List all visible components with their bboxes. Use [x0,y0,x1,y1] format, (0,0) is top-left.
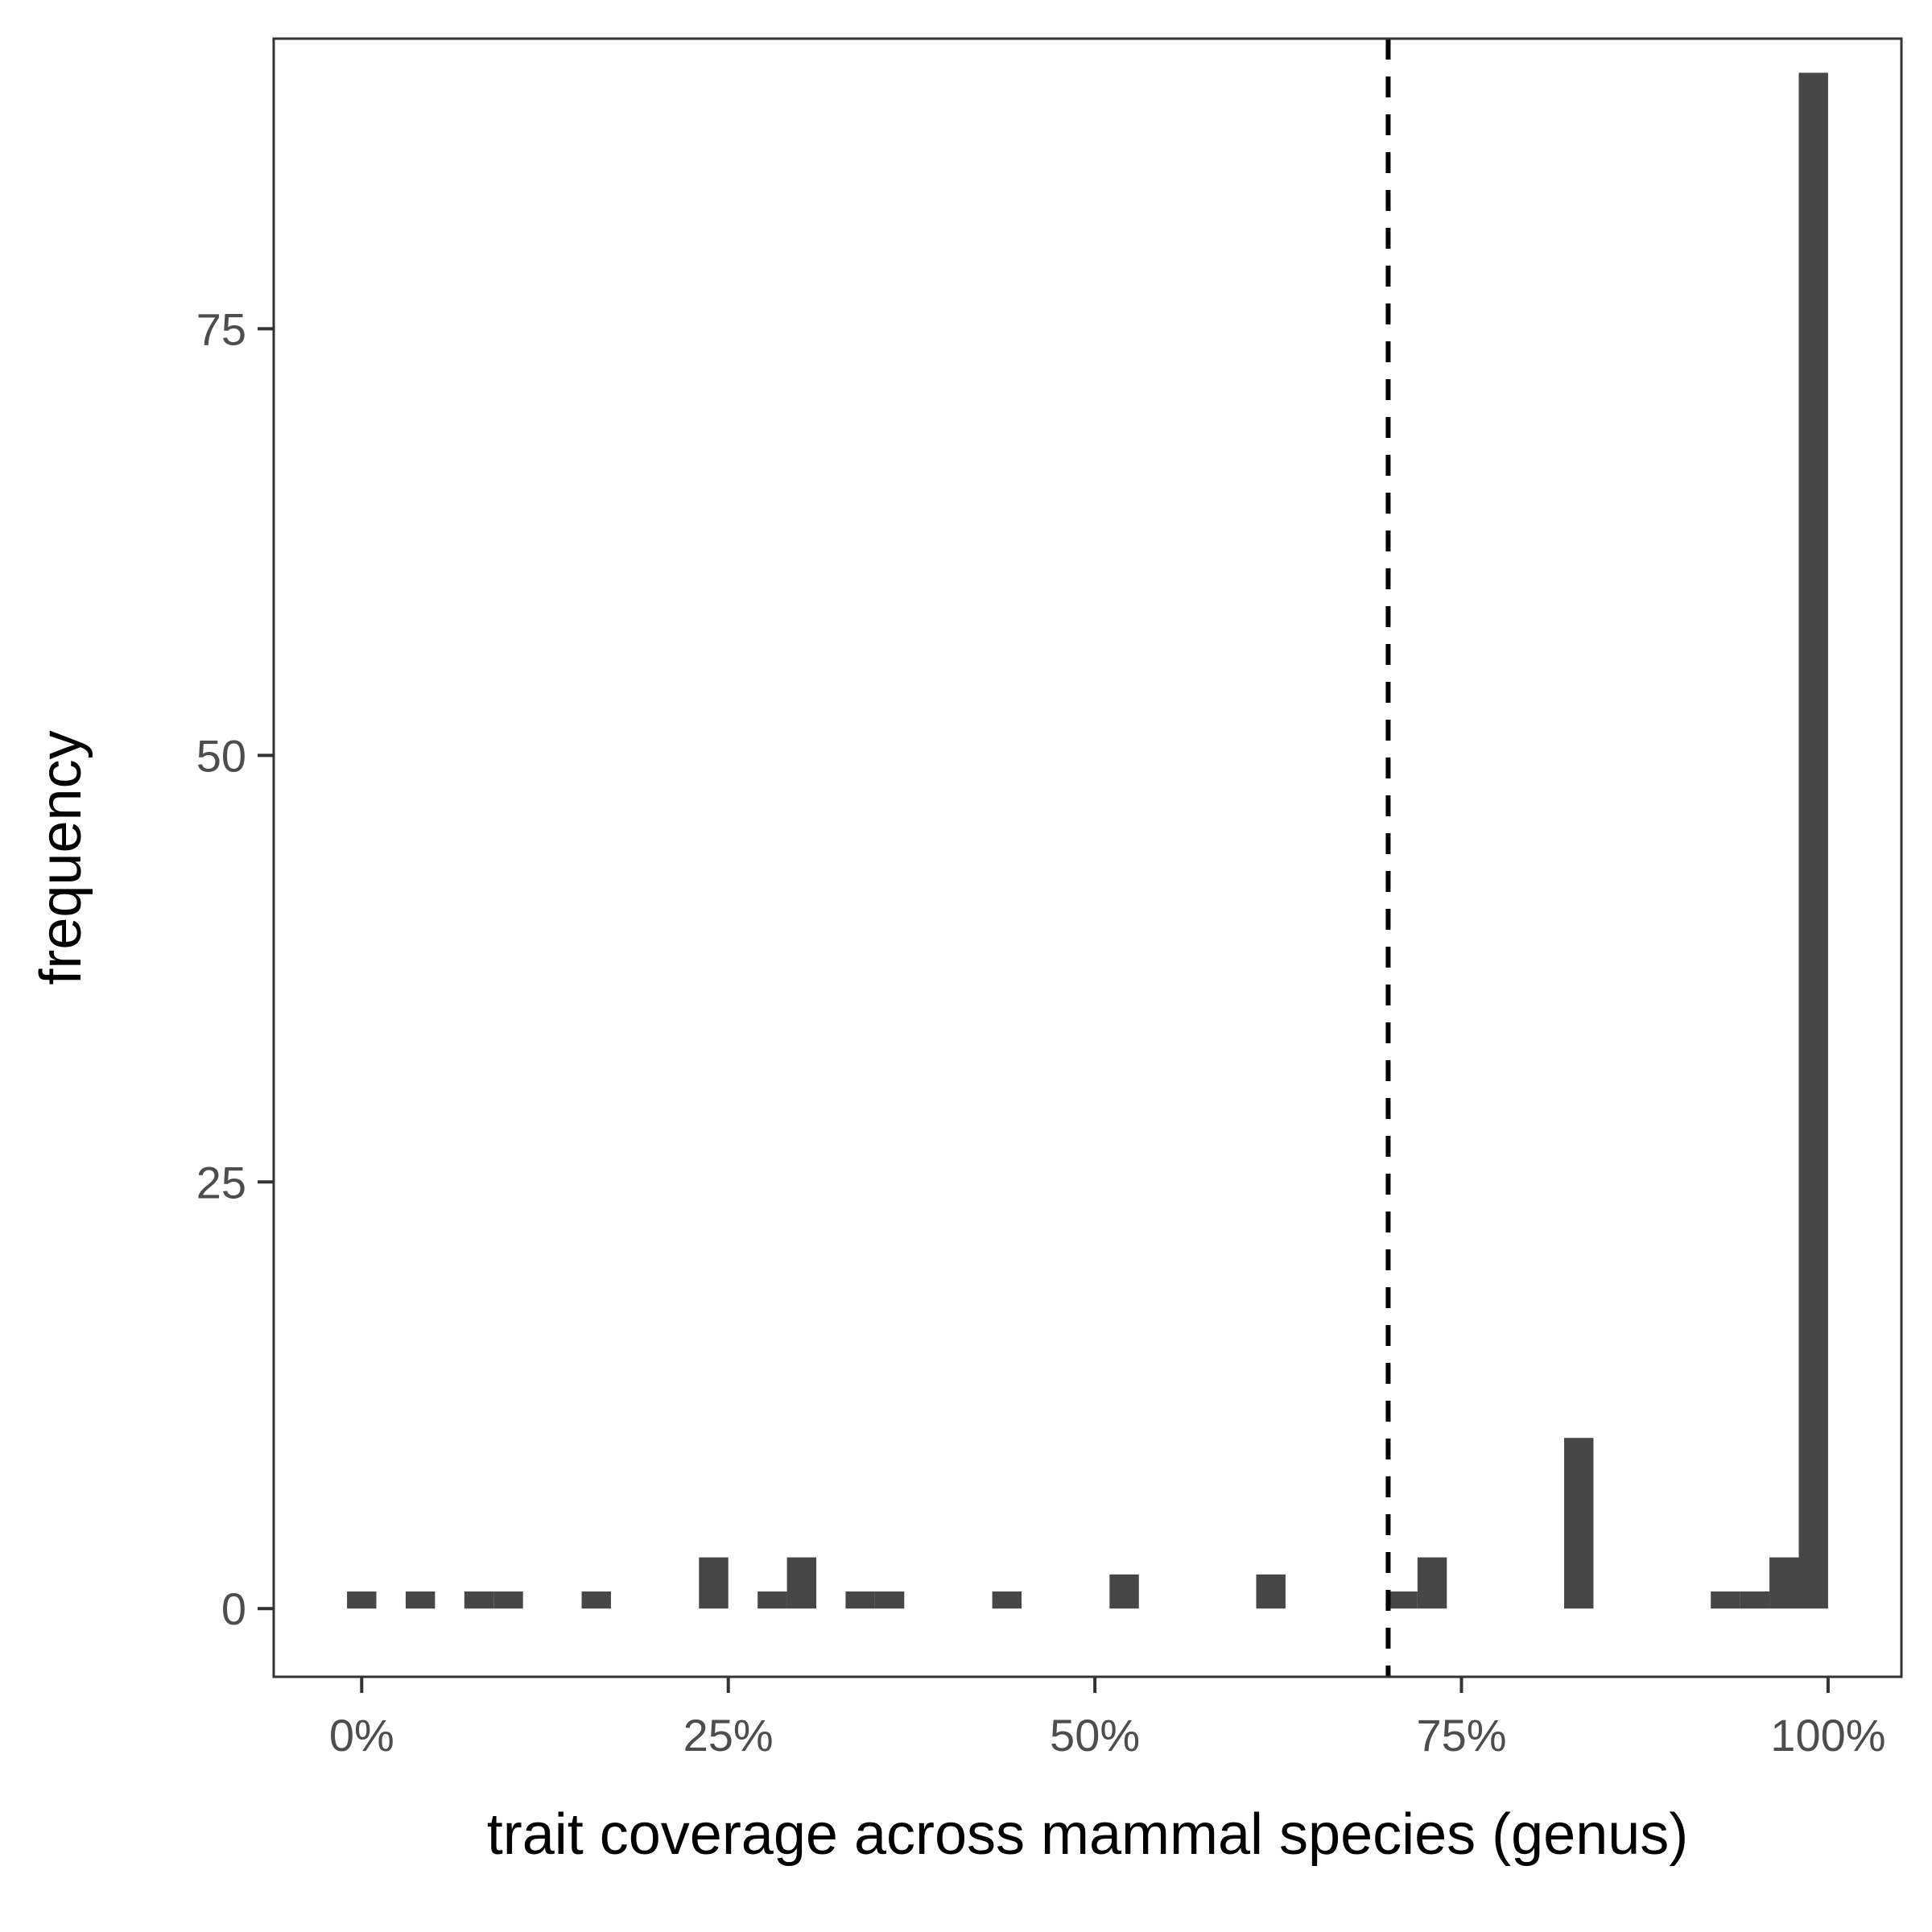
x-tick-label: 50% [1050,1710,1140,1761]
x-axis-ticks: 0% 25% 50% 75% 100% [329,1677,1886,1761]
histogram-bar [1740,1591,1770,1609]
histogram-bar [464,1591,494,1609]
x-tick-label: 75% [1416,1710,1506,1761]
x-tick-label: 25% [683,1710,774,1761]
x-axis-title: trait coverage across mammal species (ge… [487,1802,1689,1867]
y-tick-label: 75 [196,303,246,354]
histogram-bar [1388,1591,1418,1609]
histogram-bar [581,1591,611,1609]
x-tick-label: 100% [1770,1710,1885,1761]
histogram-bar [758,1591,787,1609]
histogram-bar [1769,1557,1799,1609]
y-axis-title: frequency [29,730,93,985]
histogram-bar [786,1557,816,1609]
histogram-bar [845,1591,875,1609]
histogram-bars [347,72,1828,1609]
y-tick-label: 50 [196,730,246,781]
histogram-bar [874,1591,905,1609]
histogram-bar [405,1591,436,1609]
histogram-bar [699,1557,729,1609]
histogram-bar [1711,1591,1740,1609]
histogram-bar [493,1591,523,1609]
histogram-bar [1256,1574,1286,1609]
histogram-bar [1564,1438,1594,1609]
plot-panel-border [272,37,1903,1678]
y-tick-label: 25 [196,1157,246,1208]
histogram-bar [992,1591,1022,1609]
histogram-bar [347,1591,377,1609]
histogram-bar [1109,1574,1139,1609]
histogram-bar [1417,1557,1447,1609]
y-tick-label: 0 [221,1583,246,1634]
y-axis-ticks: 0 25 50 75 [196,303,274,1634]
x-tick-label: 0% [329,1710,394,1761]
histogram-bar [1798,72,1828,1609]
